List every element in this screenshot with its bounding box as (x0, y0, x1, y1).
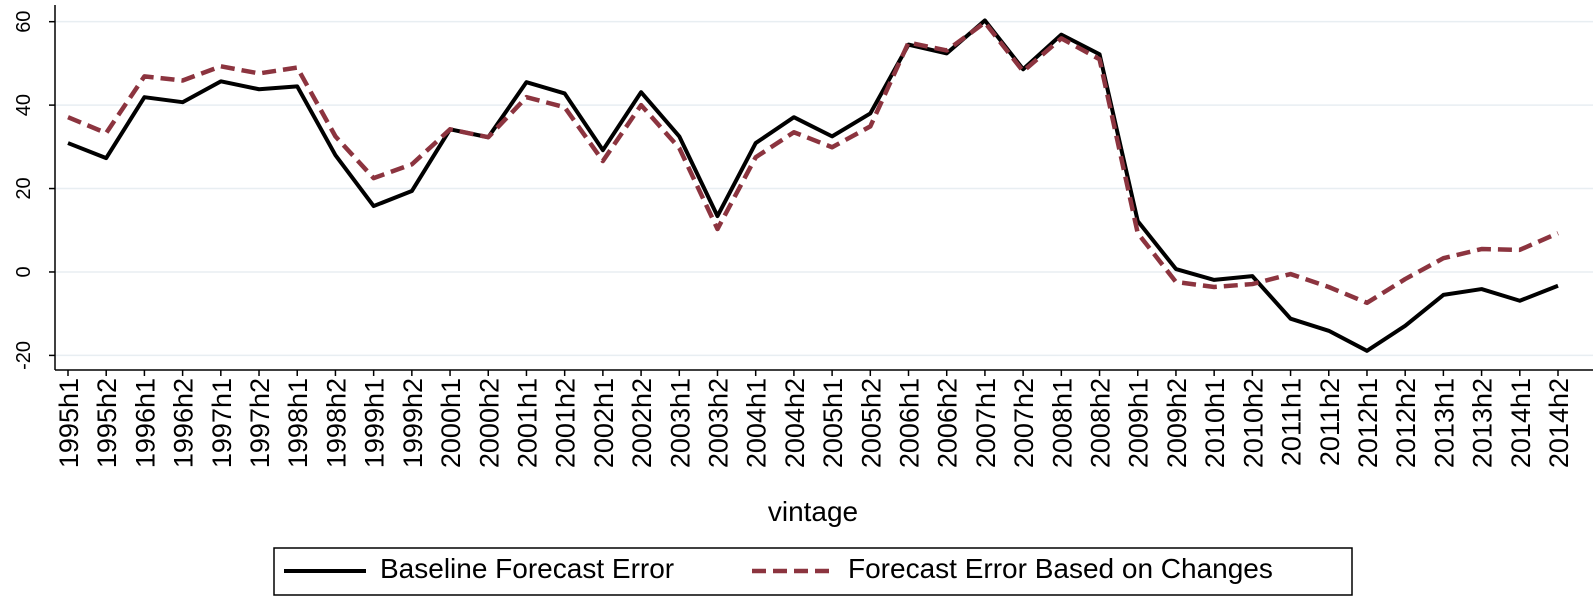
x-tick-label: 1999h2 (398, 378, 428, 468)
x-tick-label: 2000h1 (436, 378, 466, 468)
x-tick-label: 2007h2 (1009, 378, 1039, 468)
x-tick-label: 2012h1 (1353, 378, 1383, 468)
legend-label: Baseline Forecast Error (380, 553, 674, 584)
x-tick-label: 2005h1 (818, 378, 848, 468)
x-tick-label: 2010h2 (1238, 378, 1268, 468)
x-tick-label: 2011h1 (1277, 378, 1307, 466)
x-tick-label: 1996h2 (169, 378, 199, 468)
x-tick-label: 2011h2 (1315, 378, 1345, 466)
series-line (67, 20, 1559, 306)
x-tick-label: 2005h2 (856, 378, 886, 468)
x-tick-label: 1998h2 (321, 378, 351, 468)
x-tick-label: 2013h2 (1468, 378, 1498, 468)
x-axis-title: vintage (768, 496, 858, 527)
x-tick-label: 2008h1 (1047, 378, 1077, 468)
x-tick-label: 1997h2 (245, 378, 275, 468)
x-tick-label: 2007h1 (971, 378, 1001, 468)
x-tick-label: 2010h1 (1200, 378, 1230, 468)
x-tick-label: 2001h1 (512, 378, 542, 468)
x-tick-label: 1997h1 (207, 378, 237, 468)
x-tick-label: 2002h2 (627, 378, 657, 468)
x-tick-label: 2014h2 (1544, 378, 1574, 468)
x-tick-label: 2003h1 (665, 378, 695, 468)
x-tick-label: 2009h2 (1162, 378, 1192, 468)
x-tick-label: 2014h1 (1506, 378, 1536, 468)
x-tick-label: 2006h2 (933, 378, 963, 468)
x-tick-label: 2004h1 (742, 378, 772, 468)
x-tick-label: 1996h1 (130, 378, 160, 468)
x-tick-label: 2008h2 (1086, 378, 1116, 468)
x-tick-label: 2006h1 (895, 378, 925, 468)
y-tick-label: 60 (13, 11, 35, 33)
x-tick-label: 2004h2 (780, 378, 810, 468)
x-tick-label: 1998h1 (283, 378, 313, 468)
x-tick-label: 2013h1 (1429, 378, 1459, 468)
x-tick-label: 2012h2 (1391, 378, 1421, 468)
series-line (67, 18, 1559, 353)
y-tick-label: 40 (13, 94, 35, 116)
x-tick-label: 1999h1 (360, 378, 390, 468)
y-tick-label: -20 (13, 341, 35, 370)
x-tick-label: 2009h1 (1124, 378, 1154, 468)
x-tick-label: 2001h2 (551, 378, 581, 468)
x-tick-label: 1995h2 (92, 378, 122, 468)
x-tick-label: 2000h2 (474, 378, 504, 468)
y-tick-label: 0 (13, 266, 35, 277)
legend-box (273, 547, 1353, 596)
x-tick-label: 2002h1 (589, 378, 619, 468)
x-tick-label: 1995h1 (54, 378, 84, 468)
y-tick-label: 20 (13, 177, 35, 199)
legend-label: Forecast Error Based on Changes (848, 553, 1273, 584)
x-tick-label: 2003h2 (703, 378, 733, 468)
